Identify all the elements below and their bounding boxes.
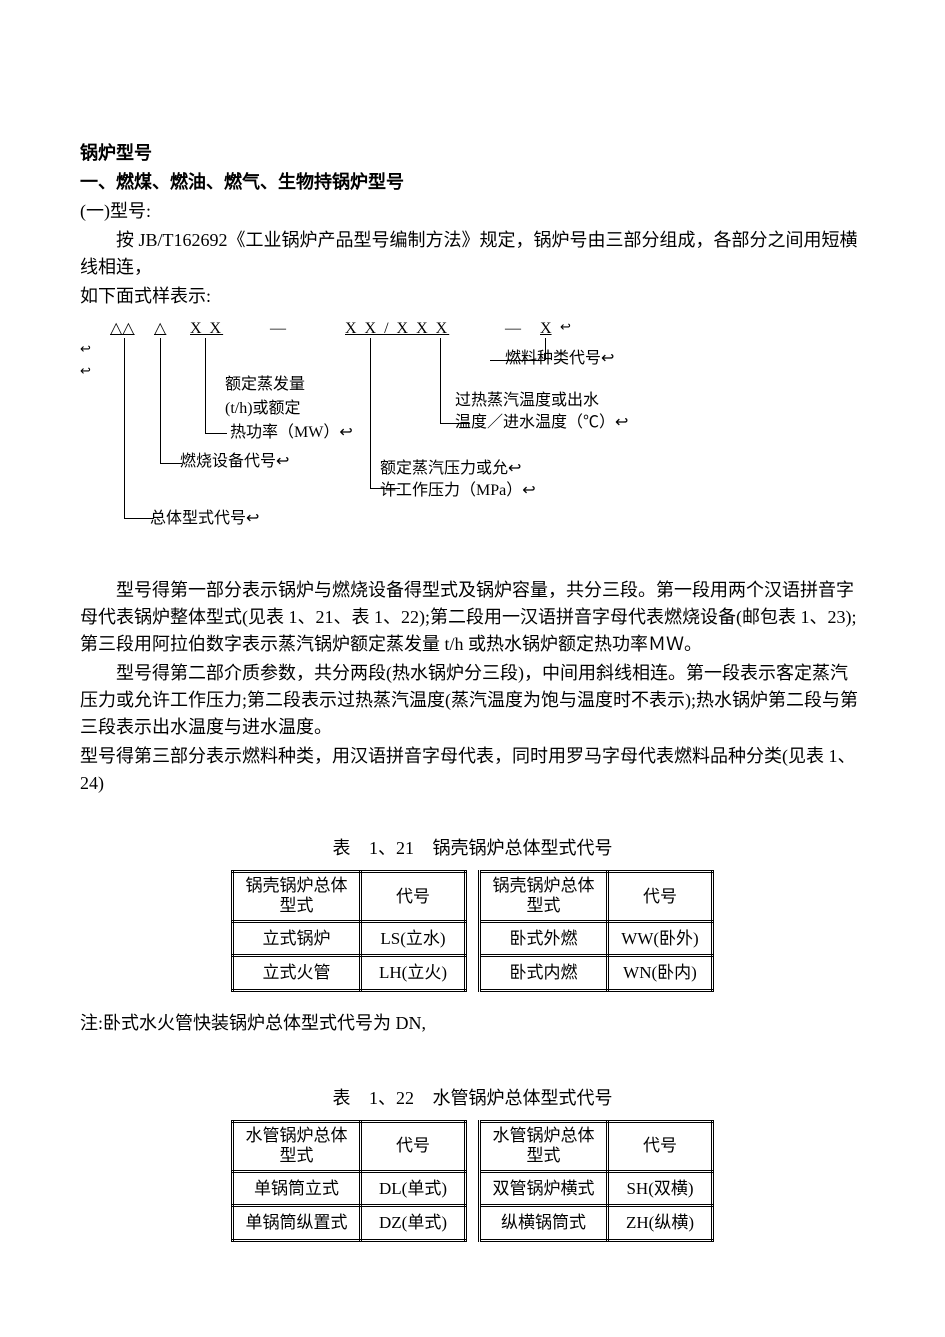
table-header-cell: 锅壳锅炉总体型式 (480, 872, 608, 922)
explanation-paragraph-1: 型号得第一部分表示锅炉与燃烧设备得型式及锅炉容量，共分三段。第一段用两个汉语拼音… (80, 577, 865, 658)
intro-text-line2: 如下面式样表示: (80, 283, 865, 310)
table-cell: 双管锅炉横式 (480, 1171, 608, 1206)
diagram-line (440, 338, 441, 423)
table-gap (466, 872, 480, 922)
table-gap (466, 1171, 480, 1206)
label-rated-line3: 热功率（MW）↩ (230, 422, 353, 444)
table-cell: WN(卧内) (608, 956, 713, 991)
table-gap (466, 921, 480, 956)
diagram-line (160, 463, 182, 464)
table-cell: 单锅筒纵置式 (233, 1206, 361, 1241)
explanation-paragraph-3: 型号得第三部分表示燃料种类，用汉语拼音字母代表，同时用罗马字母代表燃料品种分类(… (80, 743, 865, 797)
table-1-21-note: 注:卧式水火管快装锅炉总体型式代号为 DN, (80, 1010, 865, 1037)
label-rated-line1: 额定蒸发量 (225, 374, 305, 396)
table-row: 单锅筒纵置式 DZ(单式) 纵横锅筒式 ZH(纵横) (233, 1206, 713, 1241)
table-1-22: 水管锅炉总体型式 代号 水管锅炉总体型式 代号 单锅筒立式 DL(单式) 双管锅… (231, 1120, 714, 1242)
label-pressure-line1: 额定蒸汽压力或允↩ (380, 458, 521, 480)
pattern-part-4: X X / X X X (345, 318, 449, 340)
document-title: 锅炉型号 (80, 140, 865, 167)
table-1-22-title: 表 1、22 水管锅炉总体型式代号 (80, 1085, 865, 1112)
pattern-part-5: X (540, 318, 552, 340)
table-header-cell: 代号 (608, 1121, 713, 1171)
table-header-cell: 代号 (608, 872, 713, 922)
label-overall-type: 总体型式代号↩ (150, 508, 259, 530)
table-cell: DZ(单式) (361, 1206, 466, 1241)
table-cell: DL(单式) (361, 1171, 466, 1206)
table-row: 立式火管 LH(立火) 卧式内燃 WN(卧内) (233, 956, 713, 991)
table-cell: WW(卧外) (608, 921, 713, 956)
label-temperature-line2: 温度／进水温度（℃）↩ (455, 412, 628, 434)
diagram-line (205, 338, 206, 433)
table-row: 单锅筒立式 DL(单式) 双管锅炉横式 SH(双横) (233, 1171, 713, 1206)
table-gap (466, 1206, 480, 1241)
table-header-cell: 水管锅炉总体型式 (480, 1121, 608, 1171)
label-temperature-line1: 过热蒸汽温度或出水 (455, 390, 599, 412)
table-gap (466, 956, 480, 991)
table-cell: SH(双横) (608, 1171, 713, 1206)
pattern-dash-2: — (505, 318, 521, 340)
table-header-cell: 水管锅炉总体型式 (233, 1121, 361, 1171)
table-1-21: 锅壳锅炉总体型式 代号 锅壳锅炉总体型式 代号 立式锅炉 LS(立水) 卧式外燃… (231, 870, 714, 992)
intro-text-line1: 按 JB/T162692《工业锅炉产品型号编制方法》规定，锅炉号由三部分组成，各… (80, 227, 865, 281)
table-cell: 纵横锅筒式 (480, 1206, 608, 1241)
return-icon: ↩ (80, 362, 91, 380)
table-cell: ZH(纵横) (608, 1206, 713, 1241)
table-row: 水管锅炉总体型式 代号 水管锅炉总体型式 代号 (233, 1121, 713, 1171)
table-header-cell: 代号 (361, 1121, 466, 1171)
pattern-part-1: △△ (110, 318, 135, 340)
label-fuel-type: 燃料种类代号↩ (505, 348, 614, 370)
table-cell: 立式锅炉 (233, 921, 361, 956)
table-row: 锅壳锅炉总体型式 代号 锅壳锅炉总体型式 代号 (233, 872, 713, 922)
table-1-21-title: 表 1、21 锅壳锅炉总体型式代号 (80, 835, 865, 862)
table-cell: 立式火管 (233, 956, 361, 991)
return-icon: ↩ (80, 340, 91, 358)
return-icon: ↩ (560, 318, 571, 336)
subsection-heading: (一)型号: (80, 198, 865, 225)
table-cell: 卧式外燃 (480, 921, 608, 956)
table-gap (466, 1121, 480, 1171)
label-pressure-line2: 许工作压力（MPa）↩ (380, 480, 536, 502)
table-cell: LH(立火) (361, 956, 466, 991)
model-number-diagram: △△ △ X X — X X / X X X — X ↩ ↩ ↩ 燃料种类代号↩… (110, 318, 670, 548)
table-row: 立式锅炉 LS(立水) 卧式外燃 WW(卧外) (233, 921, 713, 956)
diagram-line (160, 338, 161, 463)
table-cell: 卧式内燃 (480, 956, 608, 991)
label-rated-line2: (t/h)或额定 (225, 398, 301, 420)
diagram-line (205, 433, 227, 434)
diagram-line (124, 338, 125, 518)
pattern-dash-1: — (270, 318, 286, 340)
pattern-part-2: △ (154, 318, 166, 340)
table-cell: LS(立水) (361, 921, 466, 956)
explanation-paragraph-2: 型号得第二部介质参数，共分两段(热水锅炉分三段)，中间用斜线相连。第一段表示客定… (80, 660, 865, 741)
pattern-part-3: X X (190, 318, 223, 340)
table-header-cell: 锅壳锅炉总体型式 (233, 872, 361, 922)
diagram-line (370, 338, 371, 488)
label-combustion-equipment: 燃烧设备代号↩ (180, 451, 289, 473)
section-heading: 一、燃煤、燃油、燃气、生物持锅炉型号 (80, 169, 865, 196)
table-cell: 单锅筒立式 (233, 1171, 361, 1206)
table-header-cell: 代号 (361, 872, 466, 922)
